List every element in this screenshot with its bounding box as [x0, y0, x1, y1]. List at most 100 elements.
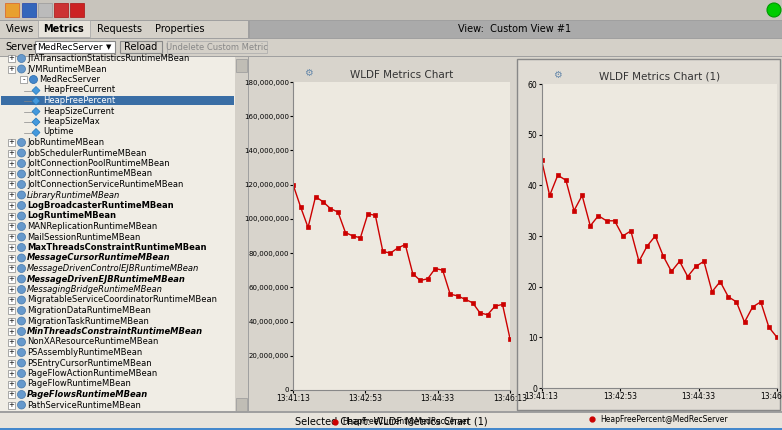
Text: MessageDrivenEJBRuntimeMBean: MessageDrivenEJBRuntimeMBean	[27, 274, 186, 283]
Bar	[8, 338, 15, 345]
Circle shape	[17, 264, 26, 273]
Text: +: +	[9, 339, 14, 345]
Text: +: +	[9, 255, 14, 261]
Text: +: +	[9, 329, 14, 335]
Text: +: +	[9, 192, 14, 198]
Text: +: +	[9, 245, 14, 251]
Bar	[70, 3, 84, 17]
Text: MessageDrivenControlEJBRuntimeMBean: MessageDrivenControlEJBRuntimeMBean	[27, 264, 199, 273]
Bar	[8, 171, 15, 178]
Circle shape	[17, 55, 26, 62]
Text: View:  Custom View #1: View: Custom View #1	[458, 24, 572, 34]
Circle shape	[17, 202, 26, 209]
Text: Reload: Reload	[124, 42, 158, 52]
Bar	[8, 370, 15, 377]
Text: PageFlowRuntimeMBean: PageFlowRuntimeMBean	[27, 380, 131, 388]
Circle shape	[17, 359, 26, 367]
Text: HeapSizeCurrent: HeapSizeCurrent	[43, 107, 114, 116]
Bar	[38, 3, 52, 17]
Text: JoltConnectionRuntimeMBean: JoltConnectionRuntimeMBean	[27, 169, 152, 178]
Text: +: +	[9, 213, 14, 219]
Text: ⚙: ⚙	[304, 68, 313, 78]
Text: +: +	[9, 371, 14, 377]
Bar	[8, 191, 15, 199]
Bar	[8, 150, 15, 157]
Text: Metrics: Metrics	[44, 24, 84, 34]
Bar	[8, 65, 15, 73]
Text: Requests: Requests	[98, 24, 142, 34]
Text: +: +	[9, 318, 14, 324]
Text: +: +	[9, 402, 14, 408]
Bar	[8, 317, 15, 325]
Bar	[35, 41, 115, 53]
Bar	[8, 381, 15, 387]
Circle shape	[17, 233, 26, 241]
Bar	[250, 20, 782, 38]
Title: WLDF Metrics Chart (1): WLDF Metrics Chart (1)	[599, 72, 720, 82]
Text: +: +	[9, 160, 14, 166]
Title: WLDF Metrics Chart: WLDF Metrics Chart	[350, 70, 454, 80]
Bar	[236, 398, 247, 411]
Text: Selected Chart: WLDF Metrics Chart (1): Selected Chart: WLDF Metrics Chart (1)	[295, 416, 487, 426]
Bar	[248, 57, 249, 412]
Bar	[8, 328, 15, 335]
Bar	[167, 41, 267, 53]
Circle shape	[17, 328, 26, 335]
Bar	[0, 412, 782, 430]
Text: +: +	[9, 276, 14, 282]
Circle shape	[17, 369, 26, 378]
Text: MedRecServer: MedRecServer	[38, 43, 102, 52]
Bar	[8, 202, 15, 209]
Circle shape	[17, 296, 26, 304]
Text: MaxThreadsConstraintRuntimeMBean: MaxThreadsConstraintRuntimeMBean	[27, 243, 206, 252]
Text: HeapSizeMax: HeapSizeMax	[43, 117, 100, 126]
Circle shape	[17, 275, 26, 283]
Text: HeapFreeCurrent: HeapFreeCurrent	[43, 86, 115, 95]
Circle shape	[17, 65, 26, 73]
Bar	[0, 20, 782, 21]
Circle shape	[17, 243, 26, 252]
Bar	[8, 255, 15, 261]
Text: Server: Server	[5, 42, 37, 52]
Bar	[8, 349, 15, 356]
Text: JobSchedulerRuntimeMBean: JobSchedulerRuntimeMBean	[27, 148, 146, 157]
Bar	[0, 412, 782, 413]
Bar	[8, 359, 15, 366]
Circle shape	[17, 149, 26, 157]
Circle shape	[30, 76, 38, 83]
Bar	[249, 57, 782, 412]
Text: +: +	[9, 66, 14, 72]
Text: +: +	[9, 171, 14, 177]
Bar	[0, 38, 782, 56]
Text: -: -	[22, 77, 25, 83]
Text: +: +	[9, 286, 14, 292]
Circle shape	[17, 317, 26, 325]
Circle shape	[17, 160, 26, 168]
Text: JVMRuntimeMBean: JVMRuntimeMBean	[27, 64, 106, 74]
Text: +: +	[9, 297, 14, 303]
Text: +: +	[9, 350, 14, 356]
Circle shape	[17, 286, 26, 294]
Bar	[8, 402, 15, 408]
Text: Undelete Custom Metric: Undelete Custom Metric	[166, 43, 268, 52]
Circle shape	[17, 222, 26, 230]
Bar	[1, 96, 234, 105]
Bar	[8, 212, 15, 219]
Text: +: +	[9, 307, 14, 313]
Text: NonXAResourceRuntimeMBean: NonXAResourceRuntimeMBean	[27, 338, 159, 347]
Bar	[8, 265, 15, 272]
Bar	[0, 428, 782, 430]
Circle shape	[17, 307, 26, 314]
Text: ⚙: ⚙	[553, 70, 561, 80]
Bar	[517, 59, 780, 410]
Circle shape	[17, 348, 26, 356]
Text: +: +	[9, 181, 14, 187]
Text: +: +	[9, 381, 14, 387]
Bar	[248, 20, 250, 38]
Polygon shape	[32, 108, 40, 116]
Text: JTATransactionStatisticsRuntimeMBean: JTATransactionStatisticsRuntimeMBean	[27, 54, 189, 63]
Bar	[0, 411, 782, 412]
Bar	[22, 3, 36, 17]
Text: MessagingBridgeRuntimeMBean: MessagingBridgeRuntimeMBean	[27, 285, 163, 294]
Text: Properties: Properties	[156, 24, 205, 34]
